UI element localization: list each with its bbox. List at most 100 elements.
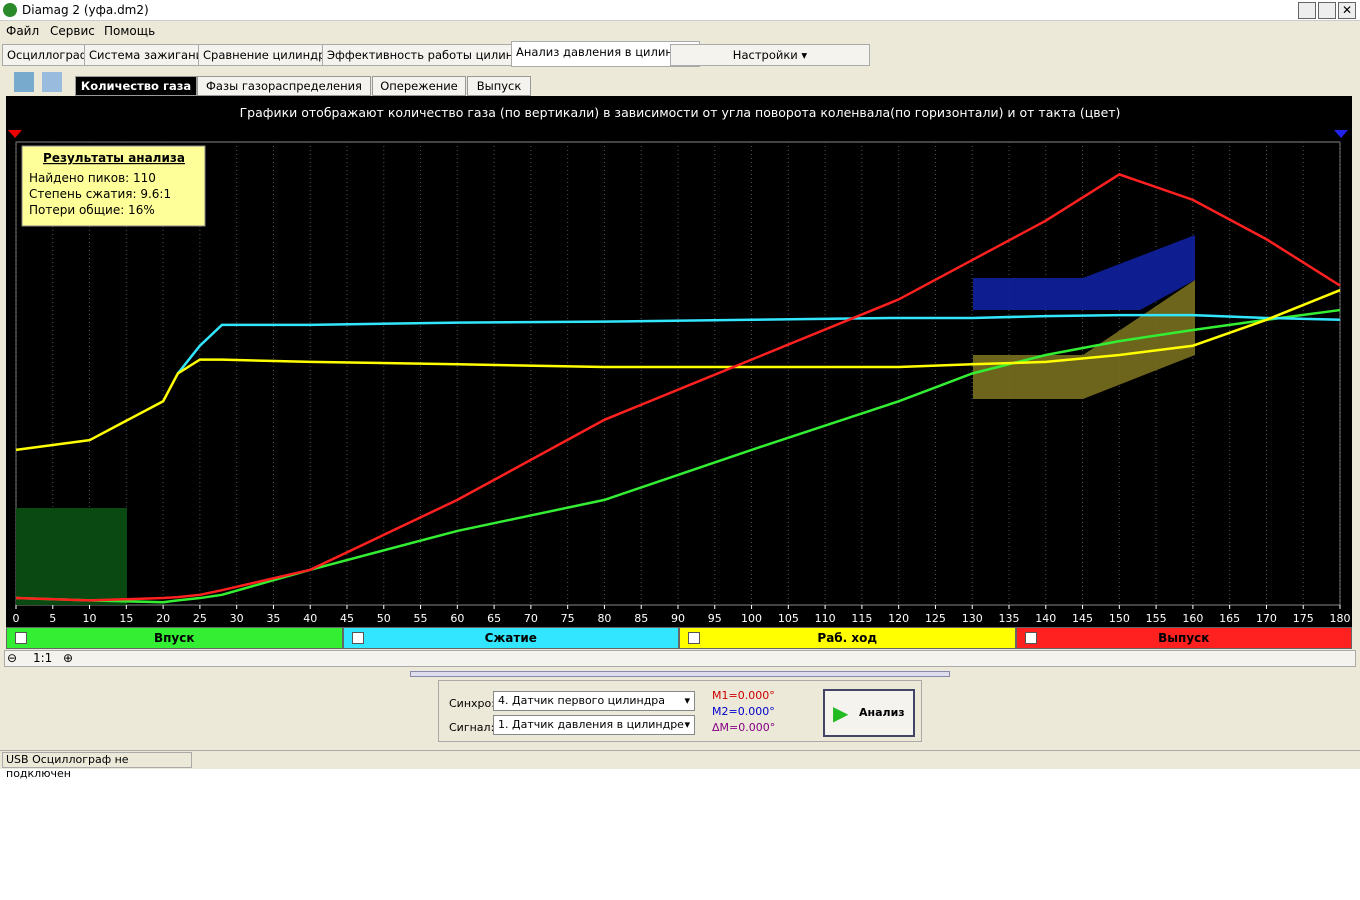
results-box: Результаты анализа Найдено пиков: 110 Ст… [21, 145, 206, 227]
x-tick-label: 20 [156, 612, 170, 625]
x-tick-label: 15 [119, 612, 133, 625]
x-tick-label: 155 [1146, 612, 1167, 625]
legend-entry[interactable]: Впуск [6, 627, 343, 649]
signal-label: Сигнал: [449, 721, 495, 734]
x-tick-label: 125 [925, 612, 946, 625]
x-tick-label: 5 [49, 612, 56, 625]
signal-select[interactable]: 1. Датчик давления в цилиндре ▾ [493, 715, 695, 735]
sync-label: Синхро: [449, 697, 495, 710]
status-text: USB Осциллограф не подключен [2, 752, 192, 780]
tool-icon[interactable] [14, 72, 34, 92]
x-tick-label: 90 [671, 612, 685, 625]
legend-label: Впуск [153, 631, 195, 645]
control-panel: Синхро: 4. Датчик первого цилиндра ▾ Сигн… [438, 680, 922, 742]
series-line [15, 308, 1341, 604]
x-tick-label: 65 [487, 612, 501, 625]
legend-entry[interactable]: Раб. ход [679, 627, 1016, 649]
x-tick-label: 150 [1109, 612, 1130, 625]
zoom-in[interactable]: ⊕ [63, 651, 74, 665]
x-tick-label: 175 [1293, 612, 1314, 625]
chart: Графики отображают количество газа (по в… [6, 96, 1352, 628]
x-tick-label: 85 [634, 612, 648, 625]
x-tick-label: 80 [597, 612, 611, 625]
x-tick-label: 10 [83, 612, 97, 625]
x-tick-label: 70 [524, 612, 538, 625]
x-tick-label: 55 [414, 612, 428, 625]
marker-m1[interactable] [8, 130, 22, 138]
subtab[interactable]: Фазы газораспределения [197, 76, 371, 96]
analyze-button[interactable]: ▶ Анализ [823, 689, 915, 737]
x-tick-label: 105 [778, 612, 799, 625]
legend-entry[interactable]: Выпуск [1015, 627, 1352, 649]
chart-title: Графики отображают количество газа (по в… [240, 105, 1121, 120]
series-line [15, 173, 1341, 602]
x-tick-label: 40 [303, 612, 317, 625]
legend-checkbox[interactable] [351, 632, 364, 644]
status-bar: USB Осциллограф не подключен [0, 750, 1360, 780]
subtab[interactable]: Выпуск [467, 76, 531, 96]
x-tick-label: 60 [450, 612, 464, 625]
marker-m2[interactable] [1334, 130, 1348, 138]
x-tick-label: 180 [1330, 612, 1351, 625]
x-tick-label: 170 [1256, 612, 1277, 625]
x-tick-label: 25 [193, 612, 207, 625]
subtab-active[interactable]: Количество газа [75, 76, 197, 96]
legend-entry[interactable]: Сжатие [342, 627, 679, 649]
settings-button[interactable]: Настройки ▾ [670, 44, 870, 66]
legend-label: Раб. ход [817, 631, 878, 645]
x-tick-label: 145 [1072, 612, 1093, 625]
subtab[interactable]: Опережение [372, 76, 466, 96]
x-tick-label: 95 [708, 612, 722, 625]
sync-value: 4. Датчик первого цилиндра [498, 694, 666, 707]
x-tick-label: 75 [561, 612, 575, 625]
zoom-out[interactable]: ⊖ [7, 651, 18, 665]
x-tick-label: 35 [266, 612, 280, 625]
close-button[interactable]: ✕ [1338, 2, 1356, 19]
menu-item[interactable]: Помощь [104, 24, 156, 38]
x-tick-label: 130 [962, 612, 983, 625]
legend-label: Выпуск [1158, 631, 1210, 645]
m1-value: M1=0.000° [712, 689, 775, 702]
window-title: Diamag 2 (уфа.dm2) [22, 3, 149, 17]
title-bar: Diamag 2 (уфа.dm2) ✕ [0, 0, 1360, 21]
x-tick-label: 100 [741, 612, 762, 625]
results-title: Результаты анализа [43, 151, 185, 165]
tool-icon[interactable] [42, 72, 62, 92]
x-tick-label: 120 [888, 612, 909, 625]
zoom-level: 1:1 [33, 651, 53, 665]
tab[interactable]: Система зажигания [84, 44, 215, 66]
tab-active[interactable]: Анализ давления в цилиндре [511, 41, 701, 67]
x-tick-label: 160 [1182, 612, 1203, 625]
splitter[interactable] [410, 671, 950, 677]
sync-select[interactable]: 4. Датчик первого цилиндра ▾ [493, 691, 695, 711]
x-tick-label: 110 [815, 612, 836, 625]
x-tick-label: 45 [340, 612, 354, 625]
tab[interactable]: Осциллограф [2, 44, 95, 66]
zone-inlet [16, 508, 127, 605]
menu-item[interactable]: Файл [6, 24, 40, 38]
series-line [176, 313, 1341, 375]
x-tick-label: 135 [999, 612, 1020, 625]
app-icon [3, 3, 17, 17]
settings-label: Настройки [732, 48, 798, 62]
signal-value: 1. Датчик давления в цилиндре [498, 718, 684, 731]
x-tick-label: 0 [13, 612, 20, 625]
x-tick-label: 30 [230, 612, 244, 625]
m2-value: M2=0.000° [712, 705, 775, 718]
x-tick-label: 50 [377, 612, 391, 625]
legend-checkbox[interactable] [1024, 632, 1037, 644]
legend-label: Сжатие [484, 631, 537, 645]
tab[interactable]: Сравнение цилиндров [198, 44, 345, 66]
results-line: Степень сжатия: 9.6:1 [29, 187, 171, 201]
analyze-label: Анализ [859, 706, 905, 719]
maximize-button[interactable] [1318, 2, 1336, 19]
menu-item[interactable]: Сервис [50, 24, 95, 38]
zone-window [973, 280, 1195, 399]
legend-checkbox[interactable] [15, 632, 27, 644]
legend-checkbox[interactable] [688, 632, 700, 644]
minimize-button[interactable] [1298, 2, 1316, 19]
series-line [15, 289, 1341, 452]
scrollbar[interactable]: ⊖ 1:1 ⊕ [4, 650, 1356, 667]
dm-value: ΔM=0.000° [712, 721, 776, 734]
